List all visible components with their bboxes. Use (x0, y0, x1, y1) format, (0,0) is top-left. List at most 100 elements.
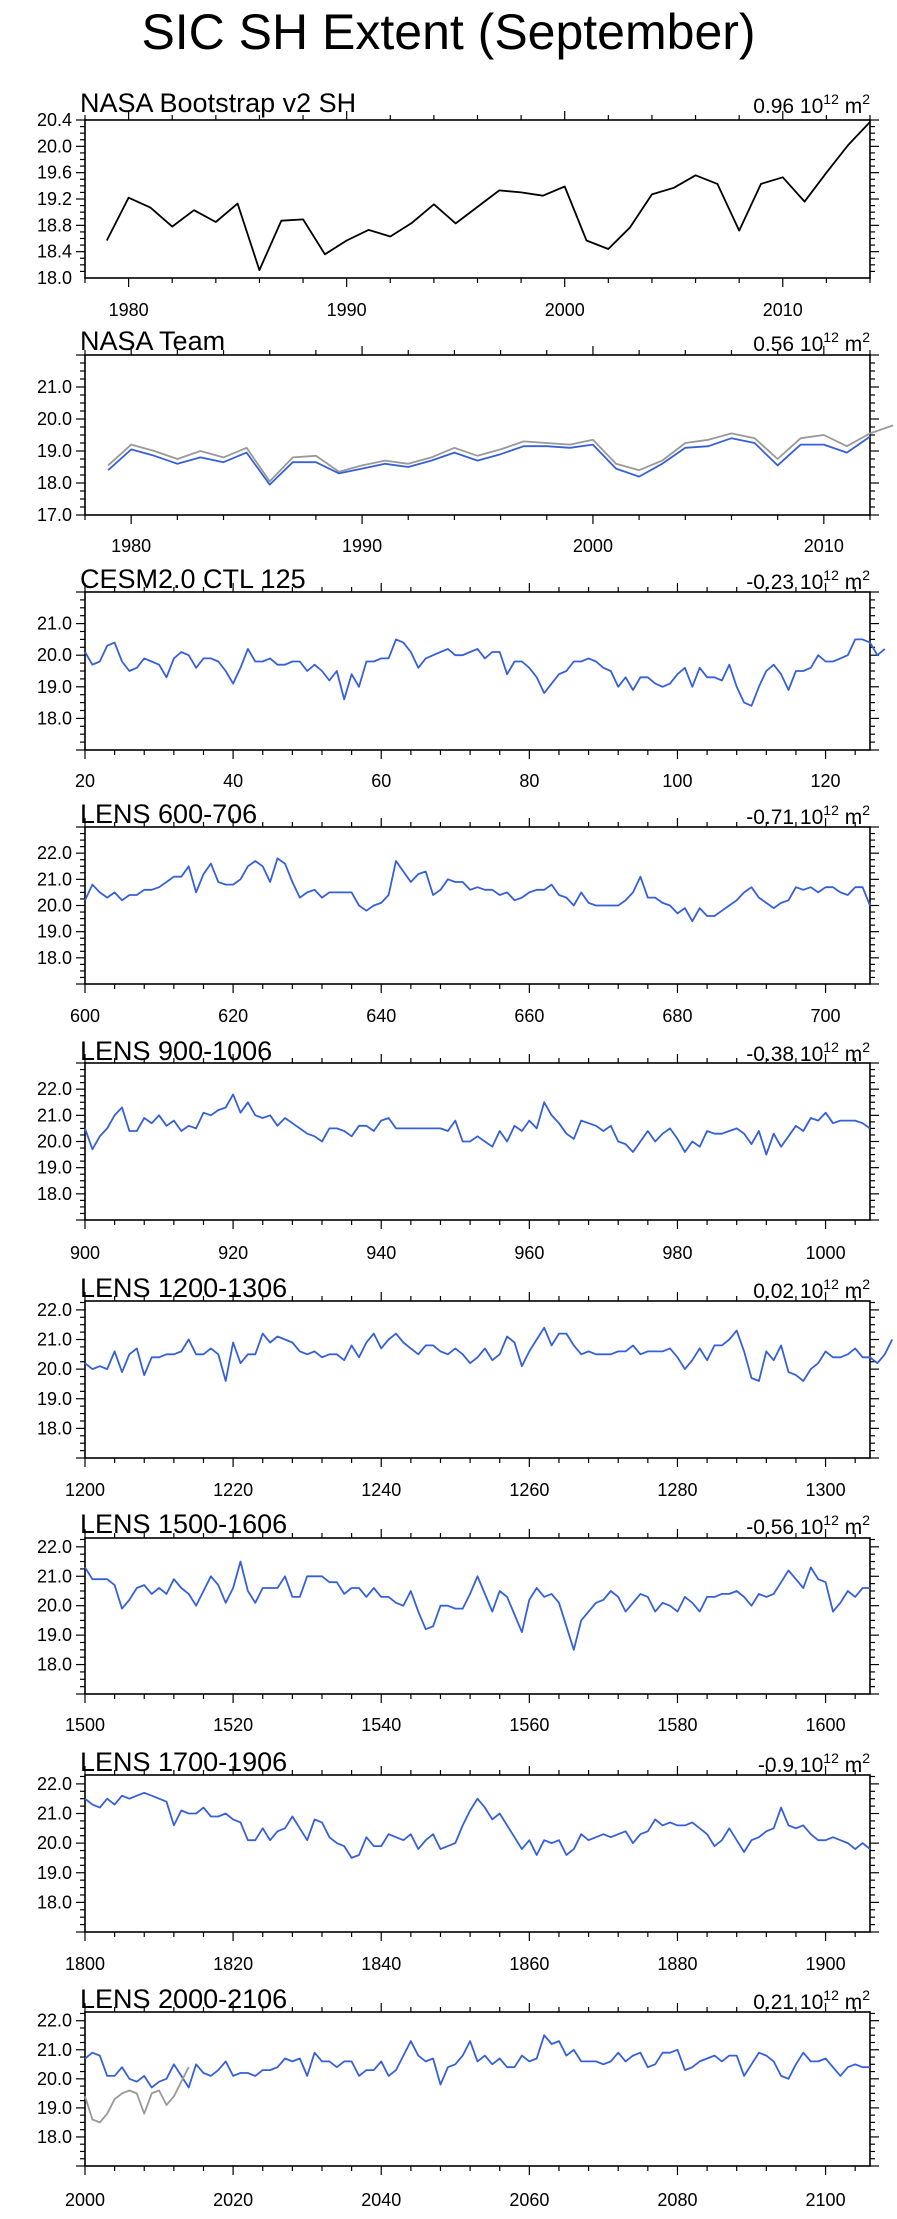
trend-label: 0.96 1012 m2 (753, 91, 870, 118)
panel-title: LENS 1700-1906 (80, 1747, 287, 1777)
x-tick-label: 80 (519, 771, 539, 791)
x-tick-label: 1900 (806, 1954, 846, 1974)
x-tick-label: 1990 (327, 300, 367, 320)
trend-value: 0.96 10 (753, 95, 823, 118)
y-tick-label: 20.0 (37, 1359, 72, 1379)
x-tick-label: 20 (75, 771, 95, 791)
x-tick-label: 1990 (342, 536, 382, 556)
trend-label: 0.56 1012 m2 (753, 329, 870, 356)
series-line (107, 424, 894, 483)
trend-unit-exponent: 12 (823, 802, 839, 818)
trend-label: -0.23 1012 m2 (746, 567, 870, 594)
trend-unit-exponent: 12 (823, 1750, 839, 1766)
trend-value: 0.21 10 (753, 1991, 823, 2014)
y-tick-label: 18.0 (37, 2127, 72, 2147)
trend-unit: m (839, 1043, 862, 1066)
y-tick-label: 18.0 (37, 1418, 72, 1438)
y-tick-label: 22.0 (37, 1774, 72, 1794)
trend-value: 0.56 10 (753, 333, 823, 356)
x-tick-label: 2020 (213, 2190, 253, 2210)
trend-unit: m (839, 1991, 862, 2014)
y-tick-label: 20.0 (37, 1596, 72, 1616)
chart-panel: NASA Bootstrap v2 SH 0.96 1012 m2 1980 1990… (37, 88, 879, 320)
y-tick-label: 22.0 (37, 2011, 72, 2031)
y-tick-label: 18.0 (37, 1184, 72, 1204)
y-tick-label: 18.0 (37, 1892, 72, 1912)
panel-title: LENS 1200-1306 (80, 1273, 287, 1303)
y-tick-label: 18.0 (37, 1655, 72, 1675)
trend-unit: m (839, 1754, 862, 1777)
x-tick-label: 1980 (111, 536, 151, 556)
x-tick-label: 1820 (213, 1954, 253, 1974)
trend-unit-exponent: 12 (823, 1987, 839, 2003)
panel-title: NASA Bootstrap v2 SH (80, 88, 356, 118)
y-tick-label: 20.0 (37, 409, 72, 429)
x-tick-label: 2000 (65, 2190, 105, 2210)
y-tick-label: 18.4 (37, 242, 72, 262)
plot-frame (84, 119, 871, 279)
y-tick-label: 22.0 (37, 1079, 72, 1099)
x-tick-label: 1800 (65, 1954, 105, 1974)
y-tick-label: 20.0 (37, 1132, 72, 1152)
y-tick-label: 18.0 (37, 708, 72, 728)
x-tick-label: 1220 (213, 1480, 253, 1500)
y-tick-label: 19.0 (37, 677, 72, 697)
chart-panel: CESM2.0 CTL 125 -0.23 1012 m2 20 40 60 80 100 1… (37, 564, 886, 791)
panel-title: NASA Team (80, 326, 225, 356)
y-tick-label: 21.0 (37, 614, 72, 634)
x-tick-label: 1520 (213, 1715, 253, 1735)
trend-value: 0.02 10 (753, 1280, 823, 1303)
trend-unit-exponent: 12 (823, 567, 839, 583)
x-tick-label: 40 (223, 771, 243, 791)
x-tick-label: 2040 (361, 2190, 401, 2210)
trend-unit: m (839, 806, 862, 829)
y-tick-label: 18.0 (37, 473, 72, 493)
trend-value: -0.71 10 (746, 806, 823, 829)
x-tick-label: 1540 (361, 1715, 401, 1735)
trend-value: -0.56 10 (746, 1516, 823, 1539)
x-tick-label: 2000 (545, 300, 585, 320)
x-tick-label: 920 (218, 1243, 248, 1263)
trend-label: -0.38 1012 m2 (746, 1039, 870, 1066)
chart-panel: LENS 1200-1306 0.02 1012 m2 1200 1220 1240 12… (37, 1273, 894, 1500)
x-tick-label: 60 (371, 771, 391, 791)
trend-unit-exponent: 12 (823, 329, 839, 345)
x-tick-label: 2080 (657, 2190, 697, 2210)
x-tick-label: 1980 (109, 300, 149, 320)
y-tick-label: 19.6 (37, 163, 72, 183)
y-tick-label: 19.0 (37, 1625, 72, 1645)
trend-unit-exponent: 2 (862, 802, 870, 818)
y-tick-label: 22.0 (37, 1537, 72, 1557)
y-tick-label: 18.0 (37, 948, 72, 968)
series-line (84, 1326, 894, 1382)
trend-unit-exponent: 2 (862, 567, 870, 583)
plot-frame (84, 1537, 871, 1695)
y-tick-label: 20.4 (37, 110, 72, 130)
trend-value: -0.9 10 (758, 1754, 823, 1777)
plot-frame (84, 1774, 871, 1933)
chart-panel: LENS 1500-1606 -0.56 1012 m2 1500 1520 1540 1… (37, 1509, 879, 1735)
series-line (107, 435, 871, 486)
plot-frame (84, 826, 871, 985)
x-tick-label: 2060 (509, 2190, 549, 2210)
x-tick-label: 1000 (806, 1243, 846, 1263)
y-tick-label: 17.0 (37, 505, 72, 525)
x-tick-label: 1840 (361, 1954, 401, 1974)
y-tick-label: 19.0 (37, 2098, 72, 2118)
x-tick-label: 2010 (763, 300, 803, 320)
x-tick-label: 1200 (65, 1480, 105, 1500)
y-tick-label: 21.0 (37, 2040, 72, 2060)
x-tick-label: 1300 (806, 1480, 846, 1500)
x-tick-label: 1240 (361, 1480, 401, 1500)
trend-unit-exponent: 2 (862, 1276, 870, 1292)
y-tick-label: 18.8 (37, 215, 72, 235)
series-line (84, 638, 886, 707)
series-line (84, 1791, 871, 1859)
x-tick-label: 1880 (657, 1954, 697, 1974)
y-tick-label: 19.0 (37, 441, 72, 461)
y-tick-label: 19.0 (37, 1158, 72, 1178)
trend-unit-exponent: 12 (823, 1039, 839, 1055)
x-tick-label: 960 (514, 1243, 544, 1263)
figure-title: SIC SH Extent (September) (141, 4, 756, 60)
